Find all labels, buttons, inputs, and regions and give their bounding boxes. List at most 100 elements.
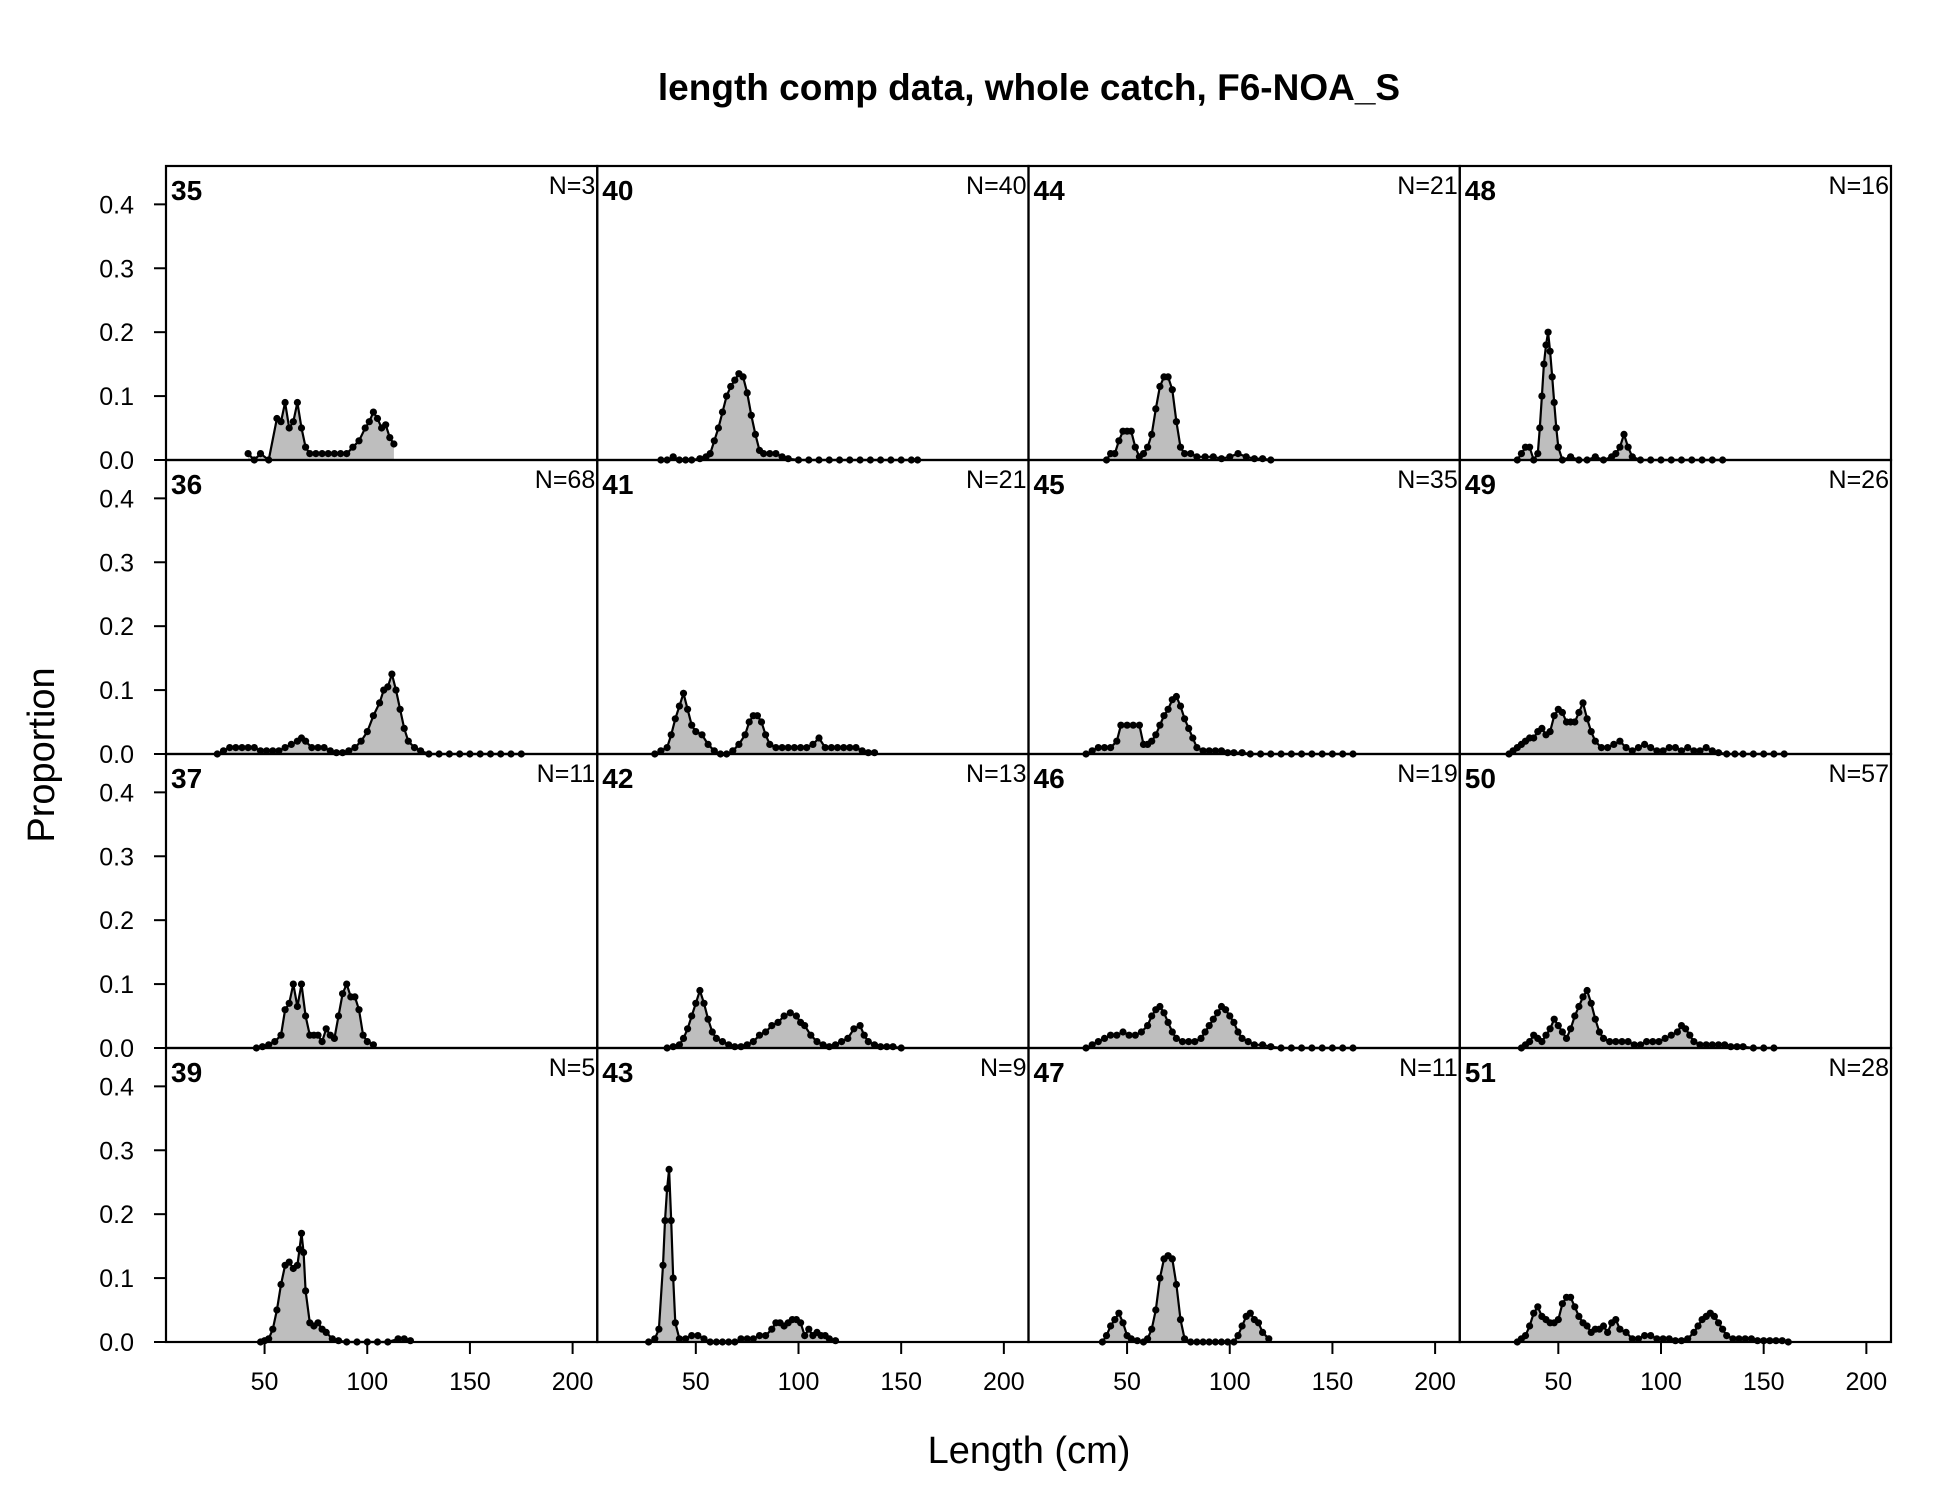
panel-year-label: 48 bbox=[1465, 175, 1496, 206]
panel-46-point bbox=[1213, 1009, 1221, 1017]
panel-48-point bbox=[1546, 347, 1554, 355]
panel-51-point bbox=[1604, 1328, 1612, 1336]
panel-50-point bbox=[1673, 1028, 1681, 1036]
x-tick-label: 50 bbox=[682, 1368, 710, 1396]
panel-46-point bbox=[1113, 1031, 1121, 1039]
panel-48-point bbox=[1591, 453, 1599, 461]
x-tick-label: 100 bbox=[1640, 1368, 1682, 1396]
panel-46-point bbox=[1267, 1043, 1275, 1051]
panel-35-point bbox=[293, 398, 301, 407]
panel-46-point bbox=[1226, 1012, 1234, 1020]
panel-50-point bbox=[1649, 1038, 1657, 1046]
panel-44-point bbox=[1131, 443, 1139, 451]
panel-51-point bbox=[1567, 1293, 1575, 1301]
panel-41-point bbox=[684, 705, 692, 713]
panel-49-point bbox=[1575, 708, 1583, 717]
panel-45-point bbox=[1238, 749, 1246, 757]
panel-43-point bbox=[805, 1325, 813, 1333]
panel-43-point bbox=[659, 1261, 667, 1269]
panel-49-point bbox=[1671, 744, 1679, 752]
panel-44-point bbox=[1172, 418, 1180, 426]
panel-50-point bbox=[1562, 1034, 1571, 1042]
panel-43-point bbox=[655, 1325, 663, 1333]
panel-35-point bbox=[390, 440, 398, 448]
panel-n-label: N=21 bbox=[1397, 172, 1457, 200]
panel-41-point bbox=[852, 744, 860, 752]
panel-42-point bbox=[718, 1038, 727, 1046]
panel-48-point bbox=[1534, 450, 1542, 458]
panel-year-label: 44 bbox=[1034, 175, 1066, 206]
panel-43-point bbox=[661, 1217, 669, 1225]
panel-46-point bbox=[1234, 1028, 1242, 1036]
panel-43-point bbox=[682, 1335, 690, 1343]
panel-36-point bbox=[388, 670, 396, 678]
panel-42-frame bbox=[596, 752, 1030, 1050]
panel-41: 41 N=21 bbox=[596, 458, 1030, 758]
panel-42-point bbox=[684, 1025, 692, 1033]
panel-n-label: N=16 bbox=[1829, 172, 1889, 200]
y-tick-label: 0.0 bbox=[99, 741, 134, 769]
panel-43-point bbox=[665, 1165, 673, 1173]
panel-46-point bbox=[1148, 1012, 1156, 1020]
panel-37-point bbox=[265, 1041, 273, 1049]
panel-35-area bbox=[248, 402, 394, 460]
x-tick-label: 100 bbox=[778, 1368, 820, 1396]
panel-44-point bbox=[1152, 405, 1160, 413]
panel-43-point bbox=[762, 1332, 770, 1340]
panel-47: 47 N=11 50 100 150 200 bbox=[1027, 1046, 1461, 1396]
panel-50-point bbox=[1587, 999, 1595, 1007]
panel-50-point bbox=[1526, 1038, 1534, 1046]
panel-39-point bbox=[269, 1325, 277, 1333]
panel-47-point bbox=[1148, 1325, 1156, 1333]
panel-36-point bbox=[345, 747, 353, 755]
panel-51-point bbox=[1741, 1335, 1749, 1343]
panel-44-point bbox=[1242, 453, 1250, 461]
panel-35-point bbox=[324, 450, 332, 458]
panel-51-point bbox=[1599, 1322, 1608, 1330]
panel-45-point bbox=[1181, 715, 1189, 723]
panel-n-label: N=19 bbox=[1397, 760, 1457, 788]
panel-40-point bbox=[696, 455, 704, 463]
panel-50-point bbox=[1618, 1038, 1626, 1046]
panel-42-point bbox=[825, 1043, 833, 1051]
panel-36-point bbox=[308, 744, 316, 752]
y-tick-label: 0.3 bbox=[99, 1137, 134, 1165]
y-tick-label: 0.0 bbox=[99, 1035, 134, 1063]
panel-51-point bbox=[1634, 1335, 1642, 1343]
panel-44-point bbox=[1115, 437, 1123, 445]
panel-45-point bbox=[1117, 721, 1125, 729]
panel-48-point bbox=[1550, 398, 1558, 407]
panel-42-point bbox=[768, 1022, 776, 1030]
panel-50-point bbox=[1636, 1041, 1645, 1049]
panel-51-point bbox=[1710, 1312, 1718, 1320]
panel-36-point bbox=[302, 737, 310, 745]
panel-43-point bbox=[669, 1274, 677, 1282]
y-tick-label: 0.3 bbox=[99, 549, 134, 577]
panel-40-point bbox=[714, 424, 723, 432]
panel-50-point bbox=[1538, 1038, 1546, 1046]
panel-50-point bbox=[1583, 986, 1591, 995]
panel-48-point bbox=[1548, 373, 1556, 381]
panel-35-point bbox=[365, 418, 373, 426]
panel-41-point bbox=[688, 721, 696, 729]
panel-39-frame bbox=[164, 1046, 599, 1344]
y-tick-label: 0.4 bbox=[99, 1073, 134, 1101]
chart-title: length comp data, whole catch, F6-NOA_S bbox=[658, 67, 1400, 108]
panel-39: 39 N=5 0.0 0.1 0.2 0.3 0.4 50 100 150 200 bbox=[99, 1046, 599, 1396]
panel-42-point bbox=[725, 1041, 733, 1049]
panel-35-point bbox=[337, 450, 345, 458]
panel-48-point bbox=[1628, 453, 1636, 461]
panel-year-label: 43 bbox=[602, 1057, 633, 1088]
panel-46-point bbox=[1125, 1031, 1133, 1039]
panel-45: 45 N=35 bbox=[1027, 458, 1461, 758]
panel-42-point bbox=[807, 1031, 815, 1039]
panel-51-point bbox=[1530, 1309, 1538, 1317]
panel-37-point bbox=[293, 1002, 301, 1011]
panel-50-frame bbox=[1458, 752, 1893, 1050]
panel-37-point bbox=[258, 1043, 267, 1051]
panel-46-point bbox=[1164, 1018, 1172, 1026]
panel-36-point bbox=[326, 747, 334, 755]
panel-44-point bbox=[1144, 443, 1152, 451]
panel-44-point bbox=[1187, 450, 1195, 458]
panel-49-point bbox=[1702, 744, 1710, 752]
